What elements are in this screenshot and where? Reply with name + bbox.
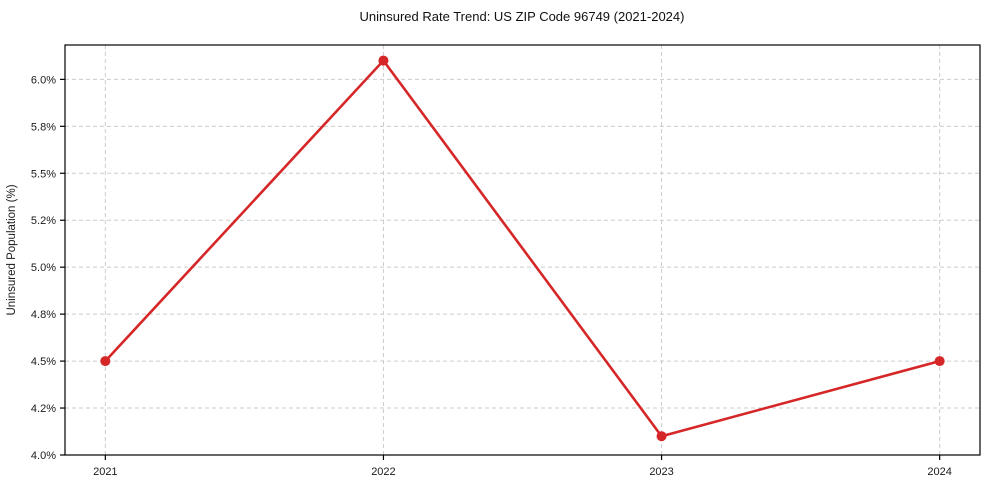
y-tick-label: 4.2%	[31, 403, 56, 415]
plot-area: 4.0% 4.2% 4.5% 4.8% 5.0% 5.2% 5.5% 5.8% 6.0% 2021…	[31, 44, 981, 478]
y-tick-label: 5.5%	[31, 168, 56, 180]
x-tick-label: 2023	[649, 466, 673, 478]
y-tick-label: 4.0%	[31, 450, 56, 462]
x-tick-label: 2021	[93, 466, 117, 478]
data-point	[656, 431, 667, 442]
data-point	[934, 356, 945, 367]
data-point	[378, 55, 389, 66]
chart-title: Uninsured Rate Trend: US ZIP Code 96749 …	[360, 9, 685, 24]
y-tick-label: 5.2%	[31, 215, 56, 227]
trend-line	[104, 59, 941, 438]
y-axis-label: Uninsured Population (%)	[6, 184, 18, 315]
x-tick-label: 2024	[927, 466, 951, 478]
data-point	[100, 356, 111, 367]
y-tick-label: 4.5%	[31, 356, 56, 368]
y-tick-label: 5.0%	[31, 262, 56, 274]
plot-border	[64, 44, 981, 456]
y-tick-label: 5.8%	[31, 121, 56, 133]
x-tick-label: 2022	[371, 466, 395, 478]
y-tick-label: 6.0%	[31, 74, 56, 86]
y-tick-label: 4.8%	[31, 309, 56, 321]
